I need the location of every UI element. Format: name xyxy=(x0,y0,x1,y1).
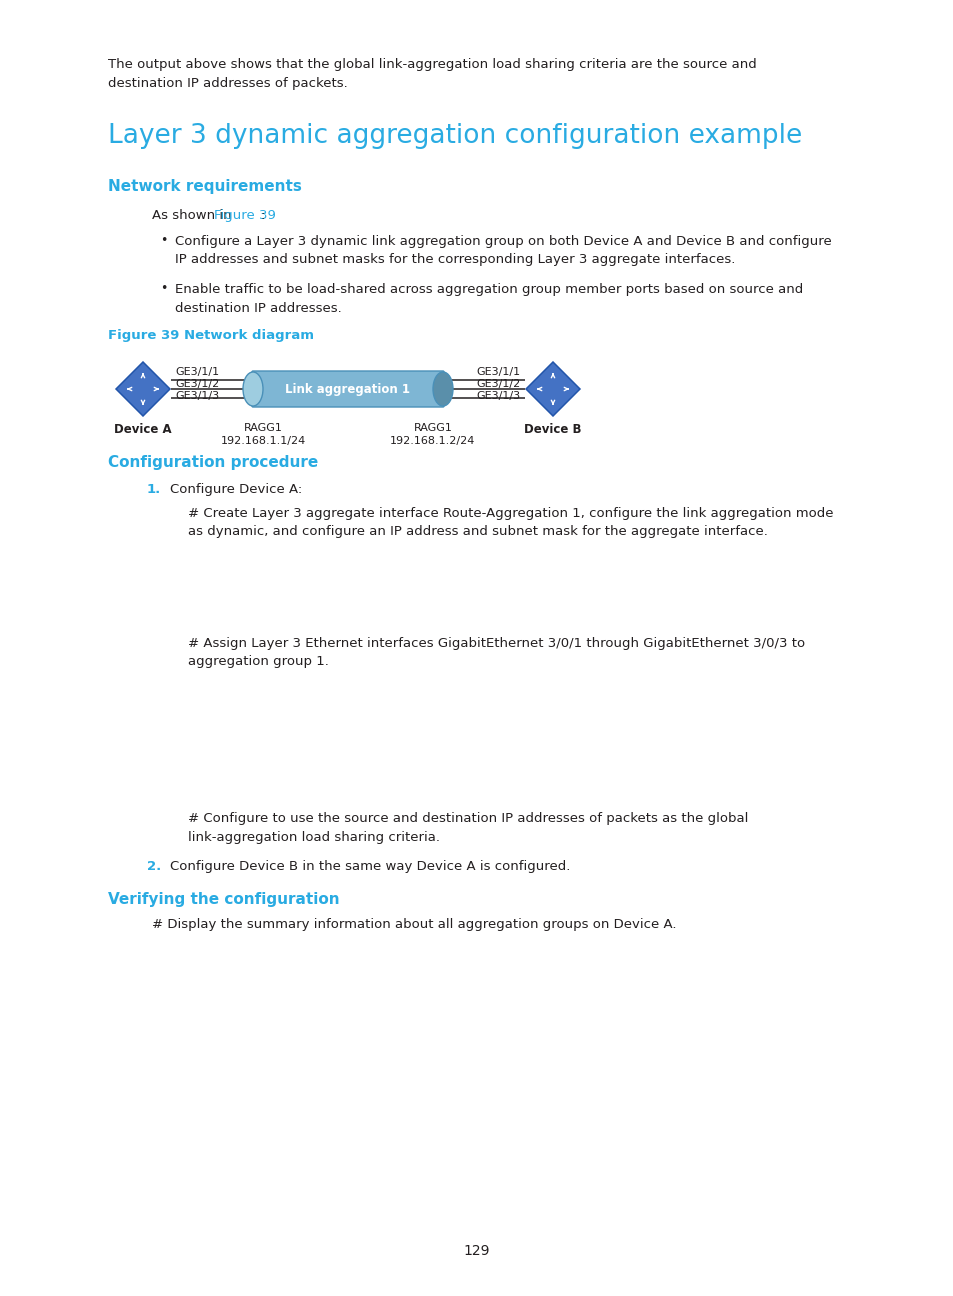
Text: Link aggregation 1: Link aggregation 1 xyxy=(285,382,410,395)
Text: Device B: Device B xyxy=(524,422,581,435)
Text: # Create Layer 3 aggregate interface Route-Aggregation 1, configure the link agg: # Create Layer 3 aggregate interface Rou… xyxy=(188,507,833,539)
Text: Figure 39 Network diagram: Figure 39 Network diagram xyxy=(108,329,314,342)
Text: RAGG1
192.168.1.2/24: RAGG1 192.168.1.2/24 xyxy=(390,422,476,446)
Text: As shown in: As shown in xyxy=(152,209,235,222)
Ellipse shape xyxy=(433,372,453,406)
Text: :: : xyxy=(260,209,265,222)
Text: Configure Device A:: Configure Device A: xyxy=(170,483,302,496)
Text: # Configure to use the source and destination IP addresses of packets as the glo: # Configure to use the source and destin… xyxy=(188,813,747,844)
Text: The output above shows that the global link-aggregation load sharing criteria ar: The output above shows that the global l… xyxy=(108,58,756,89)
Text: Device A: Device A xyxy=(114,422,172,435)
Text: Verifying the configuration: Verifying the configuration xyxy=(108,892,339,907)
Text: RAGG1
192.168.1.1/24: RAGG1 192.168.1.1/24 xyxy=(220,422,305,446)
Text: GE3/1/1: GE3/1/1 xyxy=(476,367,520,377)
FancyBboxPatch shape xyxy=(252,371,443,407)
Text: # Display the summary information about all aggregation groups on Device A.: # Display the summary information about … xyxy=(152,918,676,931)
Text: 2.: 2. xyxy=(147,861,161,874)
Ellipse shape xyxy=(243,372,263,406)
Text: Configuration procedure: Configuration procedure xyxy=(108,455,318,470)
Text: Figure 39: Figure 39 xyxy=(213,209,275,222)
Polygon shape xyxy=(116,362,170,416)
Text: •: • xyxy=(160,235,167,248)
Text: GE3/1/3: GE3/1/3 xyxy=(476,391,520,400)
Text: Configure Device B in the same way Device A is configured.: Configure Device B in the same way Devic… xyxy=(170,861,570,874)
Text: •: • xyxy=(160,283,167,295)
Text: Layer 3 dynamic aggregation configuration example: Layer 3 dynamic aggregation configuratio… xyxy=(108,123,801,149)
Text: GE3/1/2: GE3/1/2 xyxy=(476,378,520,389)
Text: GE3/1/1: GE3/1/1 xyxy=(174,367,219,377)
Text: GE3/1/3: GE3/1/3 xyxy=(174,391,219,400)
Text: Network requirements: Network requirements xyxy=(108,179,301,194)
Text: 129: 129 xyxy=(463,1244,490,1258)
Text: 1.: 1. xyxy=(147,483,161,496)
Text: # Assign Layer 3 Ethernet interfaces GigabitEthernet 3/0/1 through GigabitEthern: # Assign Layer 3 Ethernet interfaces Gig… xyxy=(188,638,804,669)
Text: GE3/1/2: GE3/1/2 xyxy=(174,378,219,389)
Text: Configure a Layer 3 dynamic link aggregation group on both Device A and Device B: Configure a Layer 3 dynamic link aggrega… xyxy=(174,235,831,267)
Text: Enable traffic to be load-shared across aggregation group member ports based on : Enable traffic to be load-shared across … xyxy=(174,283,802,315)
Polygon shape xyxy=(525,362,579,416)
